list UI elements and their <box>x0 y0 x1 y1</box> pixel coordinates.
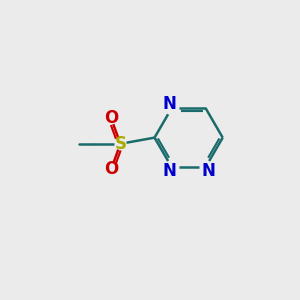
Text: S: S <box>114 135 126 153</box>
Text: O: O <box>104 110 118 128</box>
Text: N: N <box>162 95 176 113</box>
Text: O: O <box>104 160 118 178</box>
Text: N: N <box>162 162 176 180</box>
Text: N: N <box>201 162 215 180</box>
